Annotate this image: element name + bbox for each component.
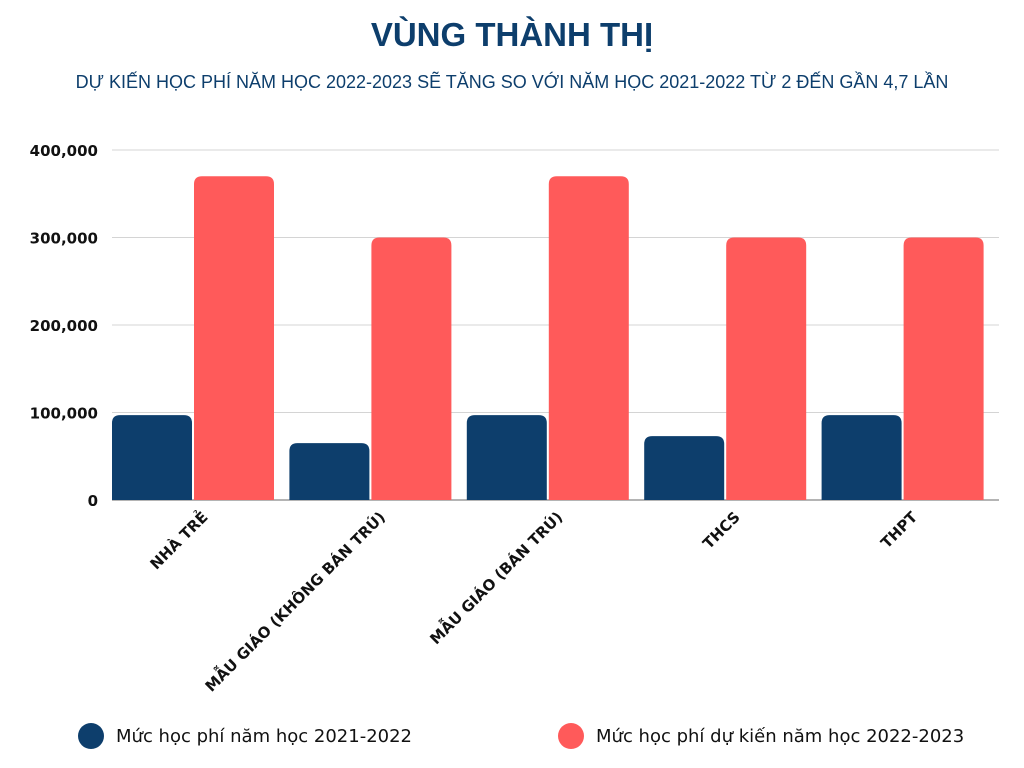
legend-swatch-2022-2023 [558,723,584,749]
legend-label-2022-2023: Mức học phí dự kiến năm học 2022-2023 [596,725,965,747]
bar-series2-4 [726,237,807,500]
bar-series1-3 [466,415,547,500]
chart-title: VÙNG THÀNH THỊ [370,16,654,53]
bar-series2-1 [194,176,274,500]
x-tick-label: MẪU GIÁO (KHÔNG BÁN TRÚ) [199,506,388,695]
bar-series2-3 [548,176,629,500]
bar-series2-5 [903,237,984,500]
y-tick-label: 400,000 [30,142,98,160]
chart-subtitle: DỰ KIẾN HỌC PHÍ NĂM HỌC 2022-2023 SẼ TĂN… [75,72,949,92]
legend-swatch-2021-2022 [78,723,104,749]
y-tick-label: 0 [88,492,98,510]
bar-series1-1 [112,415,192,500]
y-tick-label: 300,000 [30,230,98,248]
legend-item-2022-2023: Mức học phí dự kiến năm học 2022-2023 [558,718,964,754]
bar-series1-4 [644,436,725,500]
x-tick-label: THCS [699,508,743,552]
y-tick-label: 200,000 [30,317,98,335]
y-tick-label: 100,000 [30,405,98,423]
legend-item-2021-2022: Mức học phí năm học 2021-2022 [78,718,412,754]
x-tick-label: MẪU GIÁO (BÁN TRÚ) [424,506,566,648]
bar-series1-5 [821,415,902,500]
x-tick-label: THPT [877,508,921,552]
bar-series1-2 [289,443,370,500]
x-tick-label: NHÀ TRẺ [144,506,211,573]
bar-series2-2 [371,237,452,500]
legend-label-2021-2022: Mức học phí năm học 2021-2022 [116,725,412,747]
